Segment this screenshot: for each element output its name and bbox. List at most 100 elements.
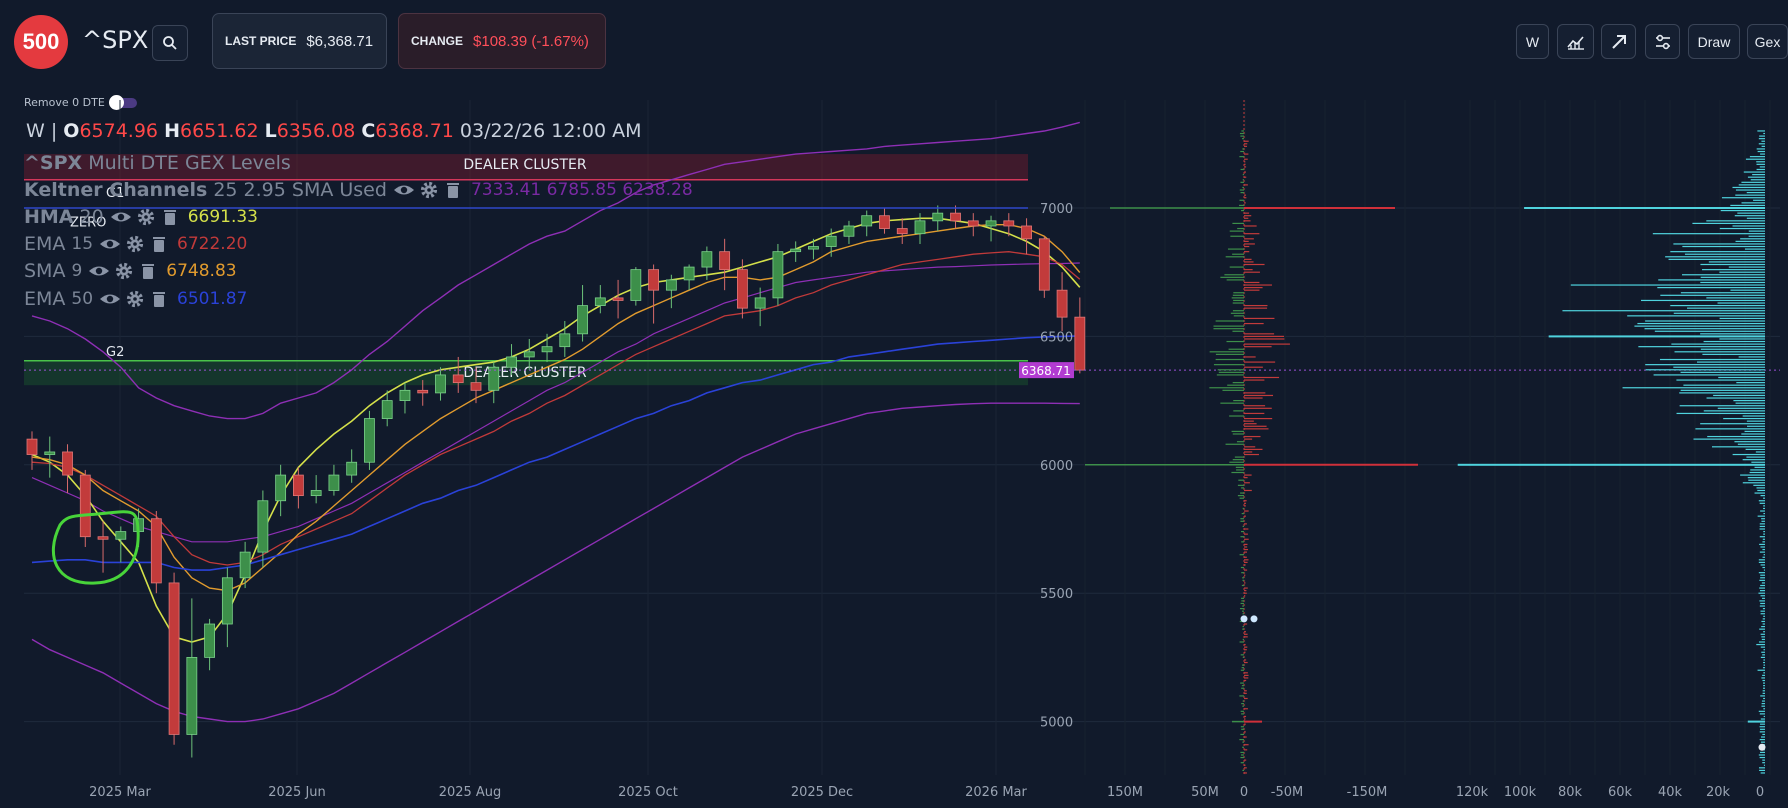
- gex-bar: [1244, 158, 1248, 160]
- eye-icon[interactable]: [99, 290, 121, 308]
- trash-icon[interactable]: [151, 290, 171, 308]
- gear-icon[interactable]: [114, 262, 134, 280]
- gex-bar: [1244, 543, 1248, 546]
- gex-bar: [1240, 669, 1244, 671]
- candle-body: [825, 235, 837, 247]
- gear-icon[interactable]: [125, 235, 145, 253]
- oi-bar: [1717, 407, 1765, 409]
- indicator-gex[interactable]: ^SPX Multi DTE GEX Levels: [24, 152, 291, 174]
- arrow-button[interactable]: [1601, 24, 1636, 59]
- eye-icon[interactable]: [99, 235, 121, 253]
- oi-bar: [1763, 664, 1765, 666]
- trash-icon[interactable]: [151, 235, 171, 253]
- gex-bar: [1244, 749, 1248, 751]
- gex-bar: [1244, 233, 1260, 235]
- candle-body: [399, 389, 411, 402]
- oi-x-tick-label: 100k: [1504, 785, 1537, 800]
- trash-icon[interactable]: [162, 208, 182, 226]
- gex-bar: [1242, 577, 1244, 579]
- gex-bar: [1244, 633, 1248, 635]
- eye-icon[interactable]: [110, 208, 131, 226]
- gex-level-label: ZERO: [70, 216, 106, 231]
- oi-dot: [1758, 743, 1766, 751]
- gex-bar: [1242, 148, 1244, 150]
- oi-bar: [1763, 497, 1765, 499]
- oi-bar: [1740, 474, 1765, 476]
- indicator-hma[interactable]: HMA 20 6691.33: [24, 206, 258, 228]
- trash-icon[interactable]: [445, 181, 465, 199]
- oi-bar: [1748, 479, 1765, 481]
- gex-bar: [1244, 772, 1247, 774]
- draw-button[interactable]: Draw: [1688, 24, 1740, 59]
- oi-bar: [1759, 769, 1765, 771]
- y-tick-label: 6500: [1040, 330, 1073, 345]
- indicator-keltner[interactable]: Keltner Channels 25 2.95 SMA Used 7333.4…: [24, 179, 693, 201]
- candle-body: [62, 451, 73, 476]
- oi-bar: [1735, 189, 1765, 191]
- oi-bar: [1762, 679, 1765, 682]
- candle-body: [737, 269, 748, 309]
- search-button[interactable]: [152, 25, 188, 61]
- gex-bar: [1244, 287, 1263, 289]
- gex-bar: [1244, 251, 1250, 253]
- gear-icon[interactable]: [136, 208, 156, 226]
- candle-body: [310, 490, 322, 497]
- eye-icon[interactable]: [88, 262, 110, 280]
- gear-icon[interactable]: [125, 290, 145, 308]
- gex-bar: [1215, 353, 1244, 355]
- gex-bar: [1232, 294, 1244, 296]
- oi-bar: [1760, 736, 1765, 738]
- candle-body: [275, 474, 287, 502]
- oi-bar: [1706, 297, 1765, 299]
- ohlc-date: 03/22/26 12:00 AM: [459, 120, 642, 142]
- oi-bar: [1761, 677, 1765, 679]
- gex-bar: [1241, 572, 1244, 574]
- gear-icon[interactable]: [419, 181, 439, 199]
- ticker-symbol[interactable]: ^SPX: [82, 26, 149, 54]
- indicator-ema15[interactable]: EMA 15 6722.20: [24, 233, 247, 255]
- gex-bar: [1232, 253, 1244, 255]
- oi-bar: [1763, 697, 1765, 700]
- gex-bar: [1244, 548, 1249, 551]
- gex-bar: [1239, 695, 1244, 697]
- settings-button[interactable]: [1645, 24, 1680, 59]
- gex-bar: [1242, 179, 1244, 181]
- gex-bar: [1244, 677, 1249, 679]
- gex-bar: [1242, 741, 1244, 743]
- chart-type-button[interactable]: [1557, 24, 1594, 59]
- oi-bar: [1743, 171, 1765, 173]
- oi-bar: [1763, 505, 1765, 507]
- dealer-cluster-label: DEALER CLUSTER: [463, 365, 586, 381]
- indicator-ema50[interactable]: EMA 50 6501.87: [24, 288, 247, 310]
- candle-body: [221, 577, 233, 625]
- oi-bar: [1622, 387, 1765, 389]
- indicator-sma9[interactable]: SMA 9 6748.83: [24, 260, 237, 282]
- oi-bar: [1756, 168, 1765, 171]
- gex-bar: [1244, 759, 1247, 761]
- trash-icon[interactable]: [140, 262, 160, 280]
- candle-body: [1021, 225, 1032, 240]
- series-line: [31, 262, 1080, 543]
- oi-bar: [1762, 566, 1765, 569]
- gex-bar: [1244, 643, 1246, 646]
- candle-body: [328, 474, 340, 491]
- gex-bar: [1244, 202, 1246, 204]
- oi-bar: [1732, 453, 1765, 456]
- gex-bar: [1234, 456, 1244, 458]
- eye-icon[interactable]: [393, 181, 414, 199]
- oi-x-tick-label: 0: [1756, 785, 1764, 800]
- oi-bar: [1744, 430, 1765, 433]
- gex-bar: [1237, 495, 1244, 497]
- oi-bar: [1761, 705, 1765, 707]
- indicator-ema50-value: 6501.87: [177, 289, 248, 309]
- oi-bar: [1693, 438, 1765, 440]
- oi-bar: [1735, 240, 1765, 242]
- oi-bar: [1758, 572, 1765, 574]
- candle-body: [364, 418, 375, 463]
- oi-bar: [1761, 140, 1765, 142]
- oi-key-bar: [1457, 463, 1765, 466]
- gex-dot: [1250, 615, 1258, 623]
- interval-button[interactable]: W: [1516, 24, 1549, 59]
- gex-bar: [1244, 502, 1247, 504]
